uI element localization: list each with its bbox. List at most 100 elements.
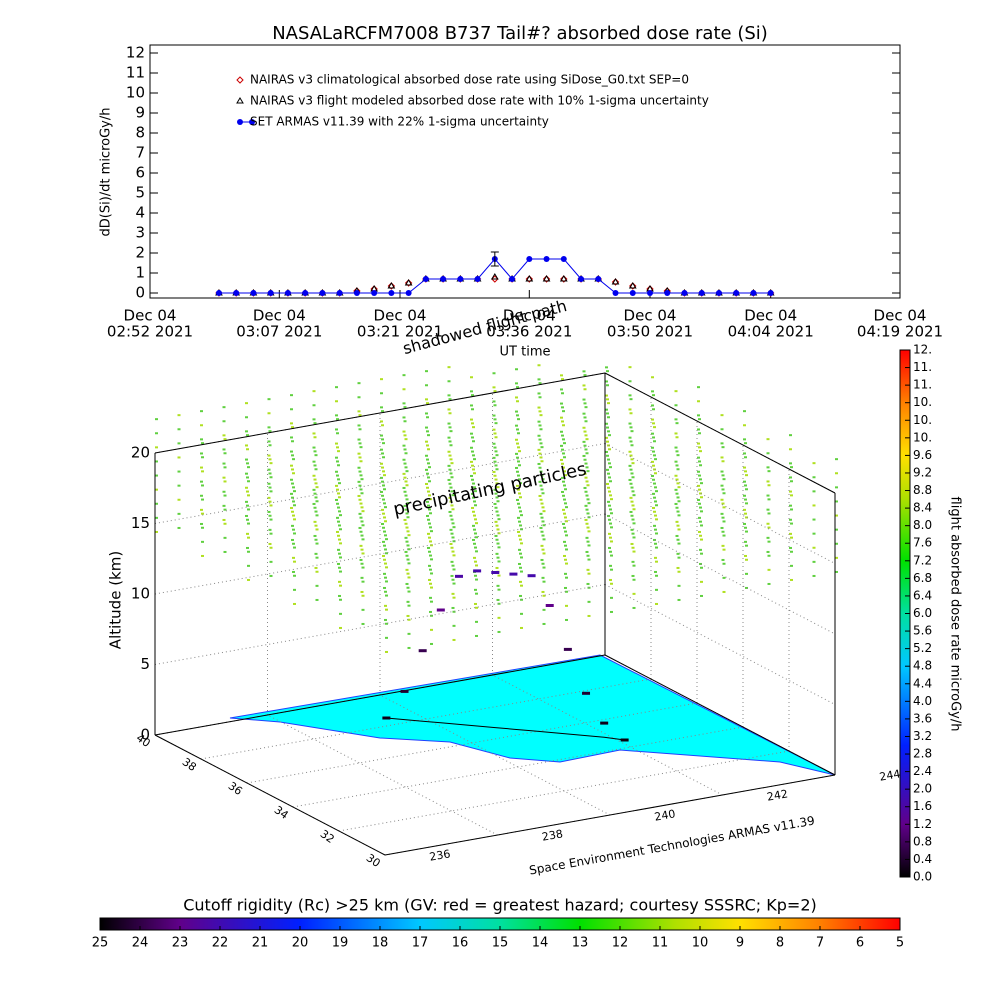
y-axis-label: dD(Si)/dt microGy/h	[99, 108, 114, 237]
x-tick-label: 03:36 2021	[486, 323, 572, 341]
x-tick-label: Dec 04	[624, 307, 677, 325]
point	[578, 276, 585, 282]
point	[612, 290, 619, 296]
colorbar-tick-label: 21	[252, 936, 269, 951]
point	[371, 290, 378, 296]
point	[284, 290, 291, 296]
lon-tick-label: 242	[766, 787, 789, 803]
point	[387, 282, 396, 289]
colorbar-tick-label: 2.8	[913, 747, 932, 761]
lat-tick-label: 30	[364, 851, 383, 870]
colorbar-tick-label: 10	[692, 936, 709, 951]
colorbar-tick-label: 15	[492, 936, 509, 951]
x-tick-label: Dec 04	[374, 307, 427, 325]
lon-tick-label: 244	[878, 767, 901, 783]
flight-point	[418, 649, 427, 653]
colorbar-tick-label: 11.	[913, 360, 932, 374]
x-tick-label: Dec 04	[874, 307, 927, 325]
grid-line	[604, 584, 836, 705]
colorbar-tick-label: 4.4	[913, 676, 932, 690]
point	[629, 290, 636, 296]
colorbar-tick-label: 4.0	[913, 694, 932, 708]
box-edge	[154, 654, 606, 736]
lon-tick-label: 236	[428, 847, 451, 863]
point	[233, 290, 240, 296]
point	[543, 256, 550, 262]
colorbar-tick-label: 8.8	[913, 483, 932, 497]
flight-point	[400, 689, 409, 693]
colorbar-tick-label: 8	[776, 936, 784, 951]
colorbar-tick-label: 24	[132, 936, 149, 951]
point	[353, 290, 360, 296]
legend-marker	[236, 76, 244, 84]
z-tick-label: 10	[131, 585, 150, 603]
colorbar-tick-label: 5	[896, 936, 904, 951]
point	[542, 275, 551, 283]
point	[560, 256, 567, 262]
lat-tick-label: 32	[318, 827, 337, 846]
point	[267, 290, 274, 296]
annotation: Space Environment Technologies ARMAS v11…	[528, 813, 816, 877]
grid-line	[154, 584, 606, 665]
colorbar-tick-label: 14	[532, 936, 549, 951]
colorbar-tick-label: 9	[736, 936, 744, 951]
colorbar-tick-label: 7.6	[913, 536, 932, 550]
x-tick-label: 04:04 2021	[728, 323, 814, 341]
lat-tick-label: 36	[226, 779, 245, 798]
colorbar-tick-label: 1.2	[913, 817, 932, 831]
point	[750, 290, 757, 296]
z-tick-label: 5	[140, 655, 150, 673]
colorbar-tick-label: 5.2	[913, 641, 932, 655]
x-tick-label: 03:21 2021	[357, 323, 443, 341]
colorbar-tick-label: 2.4	[913, 764, 932, 778]
point	[404, 279, 413, 286]
lat-tick-label: 38	[180, 755, 199, 774]
y-tick-label: 3	[135, 224, 145, 242]
y-tick-label: 11	[126, 64, 145, 82]
point	[767, 290, 774, 296]
x-tick-label: Dec 04	[253, 307, 306, 325]
box-edge	[604, 654, 836, 776]
grid-line	[200, 678, 652, 760]
point	[250, 290, 257, 296]
legend-marker	[236, 97, 244, 104]
point	[664, 290, 671, 296]
grid-line	[267, 714, 498, 836]
point	[404, 279, 413, 287]
colorbar-tick-label: 9.6	[913, 448, 932, 462]
legend-label: SET ARMAS v11.39 with 22% 1-sigma uncert…	[250, 115, 549, 129]
colorbar-tick-label: 7.2	[913, 553, 932, 567]
colorbar-tick-label: 0.8	[913, 834, 932, 848]
lat-tick-label: 34	[272, 803, 291, 822]
x-axis-label: UT time	[500, 345, 551, 360]
point	[629, 282, 637, 290]
lon-tick-label: 240	[653, 807, 676, 823]
flight-point	[454, 574, 463, 578]
point	[681, 290, 688, 296]
colorbar-tick-label: 20	[292, 936, 309, 951]
colorbar-label: flight absorbed dose rate microGy/h	[948, 497, 963, 732]
colorbar-tick-label: 2.0	[913, 782, 932, 796]
y-tick-label: 2	[135, 244, 145, 262]
point	[388, 290, 395, 296]
point	[215, 290, 222, 296]
point	[628, 282, 637, 289]
lon-tick-label: 238	[541, 827, 564, 843]
legend-label: NAIRAS v3 climatological absorbed dose r…	[250, 73, 689, 87]
colorbar-tick-label: 9.2	[913, 465, 932, 479]
point	[387, 282, 396, 290]
y-tick-label: 9	[135, 104, 145, 122]
colorbar-tick-label: 8.0	[913, 518, 932, 532]
grid-line	[292, 726, 744, 808]
colorbar-tick-label: 10.	[913, 413, 932, 427]
colorbar-tick-label: 22	[212, 936, 229, 951]
colorbar-tick-label: 11.	[913, 378, 932, 392]
x-tick-label: Dec 04	[744, 307, 797, 325]
y-tick-label: 4	[135, 204, 145, 222]
colorbar-tick-label: 3.6	[913, 711, 932, 725]
flight-point	[582, 691, 591, 695]
y-tick-label: 7	[135, 144, 145, 162]
flight-point	[382, 716, 391, 720]
